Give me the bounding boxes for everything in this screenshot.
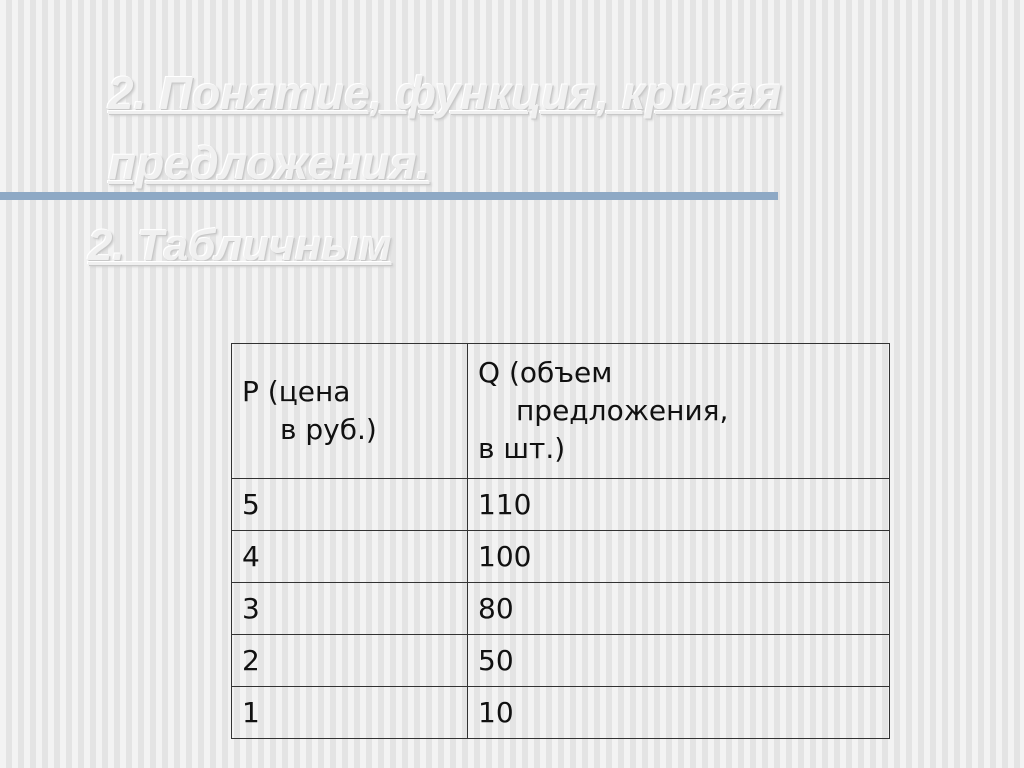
header-quantity: Q (объем предложения, в шт.) [467,343,890,479]
price-cell: 4 [231,530,468,583]
price-cell: 5 [231,478,468,531]
header-quantity-line2: предложения, [516,394,729,427]
table-row: 5 110 [231,478,890,531]
price-cell: 2 [231,634,468,687]
table-row: 4 100 [231,530,890,583]
header-quantity-line3: в шт.) [478,432,566,465]
quantity-cell: 80 [467,582,890,635]
header-price-line2: в руб.) [280,413,377,446]
quantity-cell: 110 [467,478,890,531]
title-divider-bar [0,192,778,200]
header-quantity-line1: Q (объем [478,356,613,389]
price-cell: 3 [231,582,468,635]
header-price: P (цена в руб.) [231,343,468,479]
supply-table: P (цена в руб.) Q (объем предложения, в … [231,343,890,739]
slide-title: 2. Понятие, функция, кривая предложения. [108,67,782,189]
table-row: 3 80 [231,582,890,635]
table-header-row: P (цена в руб.) Q (объем предложения, в … [231,343,890,479]
price-cell: 1 [231,686,468,739]
table-row: 2 50 [231,634,890,687]
quantity-cell: 10 [467,686,890,739]
quantity-cell: 50 [467,634,890,687]
slide-subtitle: 2. Табличным [88,221,392,270]
table-row: 1 10 [231,686,890,739]
header-price-line1: P (цена [242,375,351,408]
quantity-cell: 100 [467,530,890,583]
